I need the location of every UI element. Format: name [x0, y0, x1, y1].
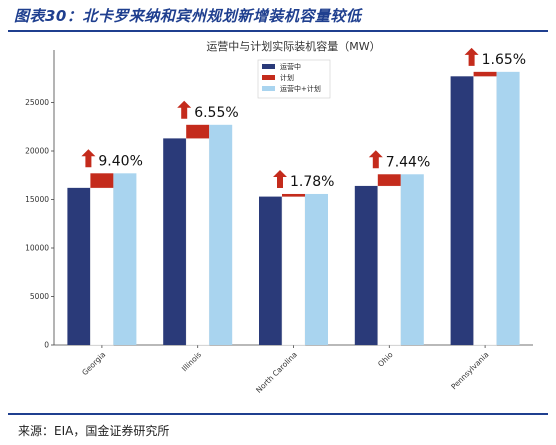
y-axis: 0 5000 10000 15000 20000 25000	[25, 50, 55, 350]
bar-total	[400, 174, 424, 345]
legend-swatch	[262, 75, 275, 80]
legend-label: 运营中+计划	[280, 84, 321, 93]
legend-swatch	[262, 64, 275, 69]
growth-label: 1.78%	[290, 174, 334, 190]
source-note: 来源：EIA，国金证券研究所	[18, 424, 170, 438]
y-tick-label: 5000	[30, 292, 49, 301]
bar-total	[496, 71, 520, 346]
figure-title: 图表30：北卡罗来纳和宾州规划新增装机容量较低	[14, 7, 362, 25]
bar-planned	[377, 174, 401, 186]
bottom-rule	[8, 413, 548, 415]
growth-label: 6.55%	[194, 105, 238, 121]
up-arrow-icon	[368, 150, 383, 169]
bar-total	[209, 124, 233, 345]
y-tick-label: 15000	[25, 195, 49, 204]
bar-planned	[186, 124, 210, 139]
legend-label: 运营中	[280, 62, 301, 71]
legend-label: 计划	[280, 73, 294, 82]
x-tick-label: Georgia	[80, 350, 107, 377]
top-rule	[8, 30, 548, 32]
up-arrow-icon	[273, 169, 287, 188]
growth-label: 7.44%	[386, 154, 430, 170]
y-tick-label: 25000	[25, 98, 49, 107]
bar-planned	[90, 173, 114, 188]
bar-operating	[450, 76, 474, 345]
x-tick-label: North Carolina	[254, 350, 299, 395]
chart-title: 运营中与计划实际装机容量（MW）	[206, 39, 380, 53]
bar-planned	[282, 193, 305, 197]
up-arrow-icon	[177, 100, 192, 119]
bar-planned-base	[281, 196, 306, 346]
y-tick-label: 0	[44, 341, 49, 350]
bar-planned	[473, 71, 497, 77]
bars	[67, 71, 520, 346]
x-tick-label: Illinois	[180, 350, 203, 373]
y-tick-label: 20000	[25, 147, 49, 156]
bar-operating	[354, 185, 378, 345]
legend-swatch	[262, 86, 275, 91]
x-tick-label: Pennsylvania	[449, 350, 490, 391]
bar-planned-base	[185, 138, 210, 346]
up-arrow-icon	[464, 47, 479, 66]
bar-total	[305, 193, 328, 345]
x-axis: Georgia Illinois North Carolina Ohio Pennsyl…	[54, 344, 533, 395]
bar-planned-base	[377, 185, 402, 346]
up-arrow-icon	[81, 149, 96, 168]
growth-label: 1.65%	[482, 52, 526, 68]
growth-label: 9.40%	[98, 153, 142, 169]
bar-operating	[67, 187, 91, 345]
bar-planned-base	[90, 187, 114, 346]
growth-annotations: 9.40% 6.55% 1.78% 7.44% 1.65%	[81, 47, 526, 190]
x-tick-label: Ohio	[376, 350, 395, 369]
bar-operating	[259, 196, 282, 345]
bar-planned-base	[473, 76, 497, 346]
bar-total	[113, 173, 137, 345]
bar-operating	[163, 138, 187, 345]
y-tick-label: 10000	[25, 244, 49, 253]
